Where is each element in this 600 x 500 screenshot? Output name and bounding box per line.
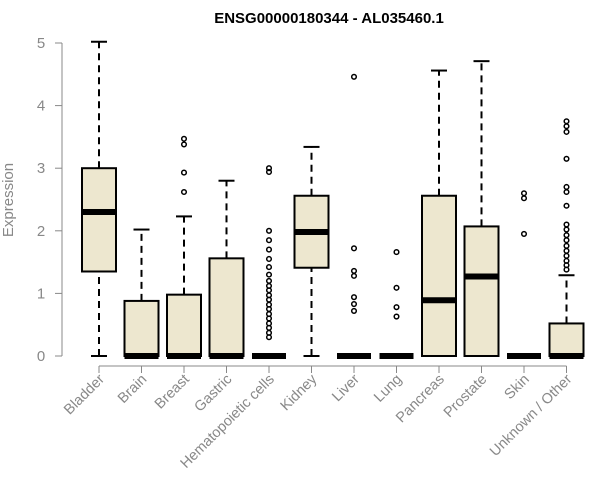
outlier-point [265,168,273,176]
outlier-point [520,230,528,237]
outlier-point [265,255,273,263]
outlier-point [350,272,358,279]
outlier-point [563,237,570,244]
outlier-point [393,313,400,320]
x-tick-label: Bladder [61,371,108,418]
outlier-point [265,264,273,271]
y-axis-label: Expression [0,163,17,237]
x-tick-label: Brain [115,372,150,407]
outlier-point [563,202,570,209]
outlier-point [265,301,273,308]
box-group [379,249,414,359]
outlier-point [393,284,400,291]
outlier-point [520,195,528,202]
outlier-point [180,135,188,142]
box-group [293,145,330,357]
outlier-point [563,232,570,239]
outlier-point [350,300,358,308]
y-tick-label: 4 [37,98,45,115]
outlier-point [265,271,273,278]
box-group [463,60,500,357]
outlier-point [265,165,273,172]
outlier-point [563,188,570,196]
outlier-point [180,188,188,196]
outlier-point [393,304,400,311]
box-group [507,190,541,359]
box-group [81,40,117,357]
outlier-point [520,190,528,197]
x-tick-label: Liver [329,371,363,405]
box-group [123,228,160,359]
outlier-point [350,294,358,301]
outlier-point [350,267,358,274]
box [208,257,245,357]
y-tick-label: 1 [37,285,45,302]
outlier-point [265,246,273,253]
outlier-point [563,221,570,228]
box [166,293,202,358]
outlier-point [393,249,400,256]
y-tick-label: 2 [37,223,45,240]
outlier-point [563,257,570,264]
x-tick-label: Unknown / Other [487,371,575,459]
y-tick-label: 5 [37,35,45,52]
outlier-point [265,329,273,336]
outlier-point [265,282,273,289]
x-tick-label: Lung [371,372,405,406]
outlier-point [350,307,358,314]
box [81,167,117,273]
outlier-point [563,247,570,254]
box-group [252,165,286,359]
outlier-point [265,237,273,244]
outlier-point [563,242,570,249]
x-tick-label: Skin [502,372,533,403]
outlier-point [180,141,188,148]
outlier-point [563,128,570,135]
outlier-point [265,277,273,284]
box [463,225,500,357]
outlier-point [563,183,570,191]
outlier-point [563,226,570,233]
y-tick-label: 0 [37,348,45,365]
box [548,322,585,357]
chart-title: ENSG00000180344 - AL035460.1 [214,10,444,27]
box-group [548,118,585,359]
outlier-point [563,123,570,130]
outlier-point [265,227,273,234]
x-tick-label: Kidney [278,371,321,414]
box-group [337,73,371,359]
outlier-point [563,118,570,125]
outlier-point [350,73,358,80]
x-tick-label: Breast [152,372,193,413]
box [421,194,457,357]
box-group [166,135,202,359]
outlier-point [350,245,358,252]
box-series [81,40,585,359]
y-axis: 0 1 2 3 4 5 [37,35,63,365]
outlier-point [265,311,273,318]
x-tick-label: Prostate [441,372,490,421]
outlier-point [563,155,570,162]
outlier-point [265,320,273,327]
box-group [421,69,457,357]
outlier-point [563,252,570,259]
box [123,299,160,357]
outlier-point [180,169,188,176]
box-group [208,179,245,359]
y-tick-label: 3 [37,160,45,177]
outlier-point [265,292,273,299]
